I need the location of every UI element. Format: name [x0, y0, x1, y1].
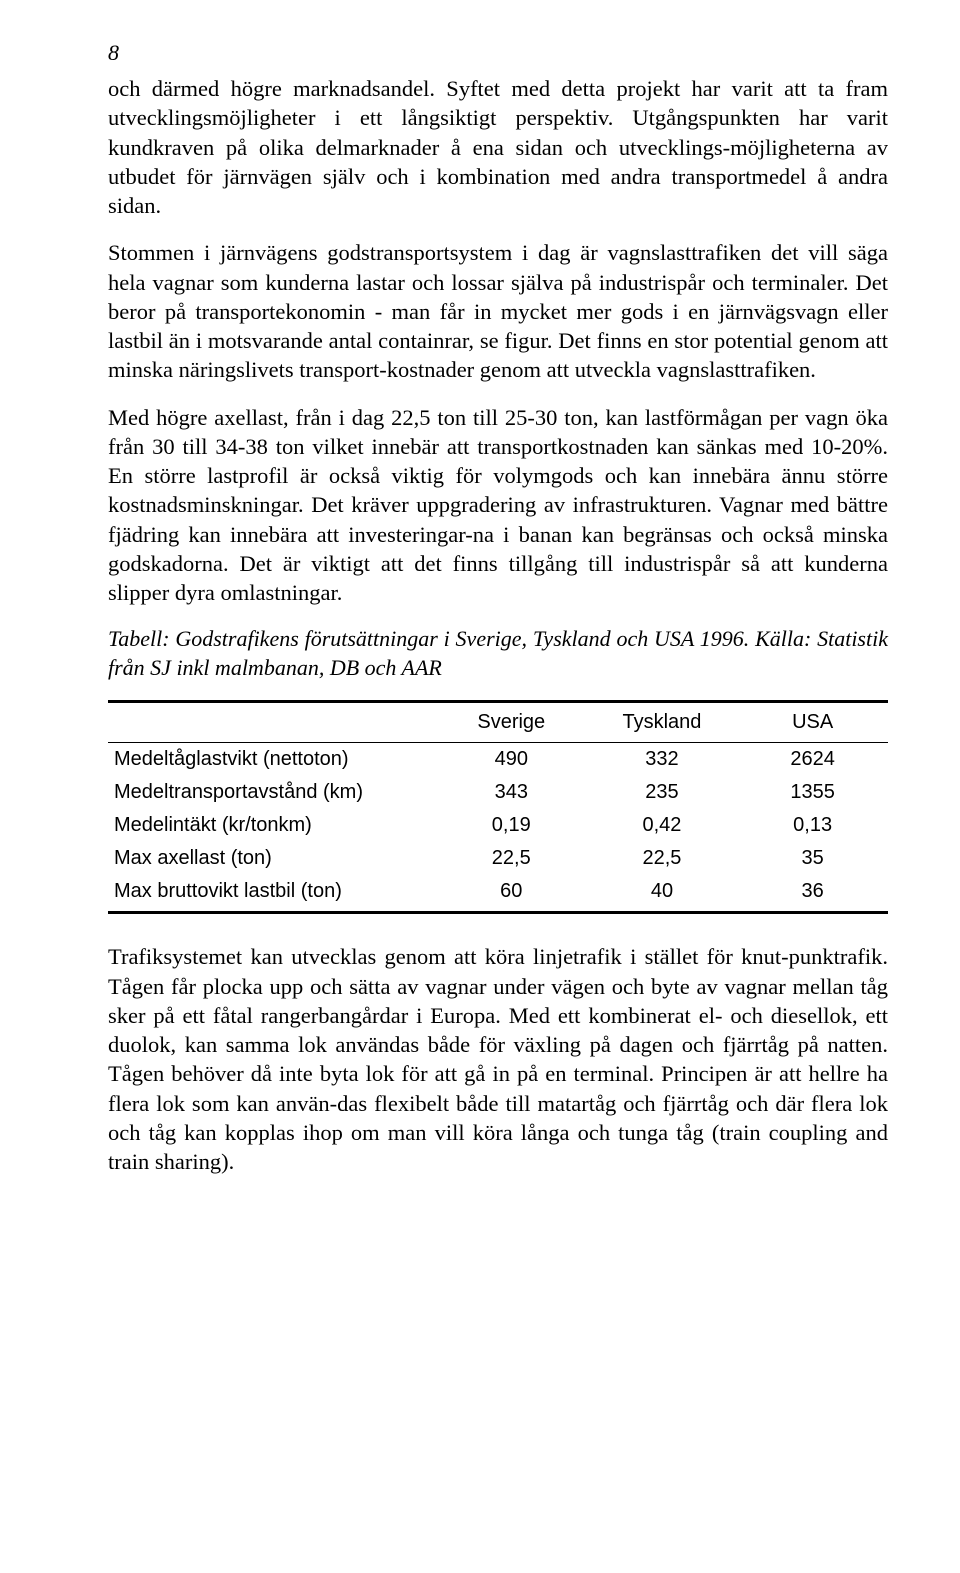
- table-cell: Medeltransportavstånd (km): [108, 776, 436, 809]
- table-cell: 343: [436, 776, 587, 809]
- table-row: Max bruttovikt lastbil (ton) 60 40 36: [108, 875, 888, 913]
- table-cell: 235: [587, 776, 738, 809]
- table-row: Medelintäkt (kr/tonkm) 0,19 0,42 0,13: [108, 809, 888, 842]
- table-header-cell: USA: [737, 702, 888, 743]
- table-cell: Medelintäkt (kr/tonkm): [108, 809, 436, 842]
- table-cell: 2624: [737, 743, 888, 777]
- table-cell: 1355: [737, 776, 888, 809]
- table-caption: Tabell: Godstrafikens förutsättningar i …: [108, 625, 888, 682]
- table-cell: 0,13: [737, 809, 888, 842]
- table-row: Max axellast (ton) 22,5 22,5 35: [108, 842, 888, 875]
- table-cell: 22,5: [436, 842, 587, 875]
- table-cell: 0,42: [587, 809, 738, 842]
- table-header-row: Sverige Tyskland USA: [108, 702, 888, 743]
- table-header-cell: [108, 702, 436, 743]
- table-cell: 35: [737, 842, 888, 875]
- table-cell: 332: [587, 743, 738, 777]
- table-cell: 36: [737, 875, 888, 913]
- table-header-cell: Sverige: [436, 702, 587, 743]
- table-cell: Max axellast (ton): [108, 842, 436, 875]
- table-cell: 40: [587, 875, 738, 913]
- table-row: Medeltransportavstånd (km) 343 235 1355: [108, 776, 888, 809]
- paragraph-2: Stommen i järnvägens godstransportsystem…: [108, 238, 888, 384]
- paragraph-1: och därmed högre marknadsandel. Syftet m…: [108, 74, 888, 220]
- table-cell: Max bruttovikt lastbil (ton): [108, 875, 436, 913]
- paragraph-3: Med högre axellast, från i dag 22,5 ton …: [108, 403, 888, 608]
- paragraph-4: Trafiksystemet kan utvecklas genom att k…: [108, 942, 888, 1176]
- table-cell: 22,5: [587, 842, 738, 875]
- table-row: Medeltåglastvikt (nettoton) 490 332 2624: [108, 743, 888, 777]
- data-table: Sverige Tyskland USA Medeltåglastvikt (n…: [108, 700, 888, 914]
- table-cell: Medeltåglastvikt (nettoton): [108, 743, 436, 777]
- table-cell: 60: [436, 875, 587, 913]
- table-header-cell: Tyskland: [587, 702, 738, 743]
- page-number: 8: [108, 40, 888, 66]
- document-page: 8 och därmed högre marknadsandel. Syftet…: [0, 0, 960, 1244]
- table-cell: 490: [436, 743, 587, 777]
- table-cell: 0,19: [436, 809, 587, 842]
